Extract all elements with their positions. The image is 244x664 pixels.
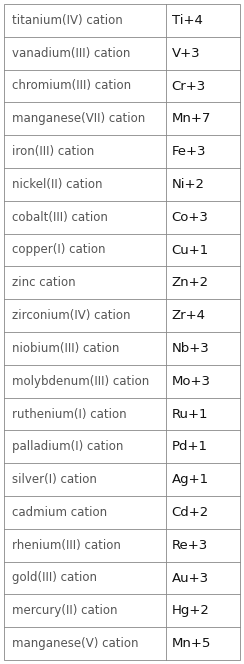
Text: gold(III) cation: gold(III) cation: [12, 572, 97, 584]
Text: Mo+3: Mo+3: [172, 374, 211, 388]
Text: manganese(VII) cation: manganese(VII) cation: [12, 112, 145, 125]
Text: niobium(III) cation: niobium(III) cation: [12, 342, 119, 355]
Text: Au+3: Au+3: [172, 572, 209, 584]
Text: ruthenium(I) cation: ruthenium(I) cation: [12, 408, 127, 420]
Text: Mn+5: Mn+5: [172, 637, 211, 650]
Text: Pd+1: Pd+1: [172, 440, 208, 454]
Text: Zr+4: Zr+4: [172, 309, 206, 322]
Text: zinc cation: zinc cation: [12, 276, 76, 290]
Text: Re+3: Re+3: [172, 539, 208, 552]
Text: Co+3: Co+3: [172, 210, 209, 224]
Text: iron(III) cation: iron(III) cation: [12, 145, 94, 158]
Text: silver(I) cation: silver(I) cation: [12, 473, 97, 486]
Text: copper(I) cation: copper(I) cation: [12, 244, 105, 256]
Text: Ru+1: Ru+1: [172, 408, 208, 420]
Text: Ag+1: Ag+1: [172, 473, 209, 486]
Text: Cu+1: Cu+1: [172, 244, 209, 256]
Text: Cr+3: Cr+3: [172, 80, 206, 92]
Text: V+3: V+3: [172, 46, 200, 60]
Text: Zn+2: Zn+2: [172, 276, 209, 290]
Text: Ni+2: Ni+2: [172, 178, 205, 191]
Text: vanadium(III) cation: vanadium(III) cation: [12, 46, 130, 60]
Text: chromium(III) cation: chromium(III) cation: [12, 80, 131, 92]
Text: nickel(II) cation: nickel(II) cation: [12, 178, 102, 191]
Text: titanium(IV) cation: titanium(IV) cation: [12, 14, 123, 27]
Text: cadmium cation: cadmium cation: [12, 506, 107, 519]
Text: Mn+7: Mn+7: [172, 112, 211, 125]
Text: mercury(II) cation: mercury(II) cation: [12, 604, 118, 618]
Text: Fe+3: Fe+3: [172, 145, 206, 158]
Text: Cd+2: Cd+2: [172, 506, 209, 519]
Text: zirconium(IV) cation: zirconium(IV) cation: [12, 309, 131, 322]
Text: Nb+3: Nb+3: [172, 342, 209, 355]
Text: manganese(V) cation: manganese(V) cation: [12, 637, 139, 650]
Text: cobalt(III) cation: cobalt(III) cation: [12, 210, 108, 224]
Text: Ti+4: Ti+4: [172, 14, 203, 27]
Text: Hg+2: Hg+2: [172, 604, 210, 618]
Text: rhenium(III) cation: rhenium(III) cation: [12, 539, 121, 552]
Text: palladium(I) cation: palladium(I) cation: [12, 440, 123, 454]
Text: molybdenum(III) cation: molybdenum(III) cation: [12, 374, 149, 388]
